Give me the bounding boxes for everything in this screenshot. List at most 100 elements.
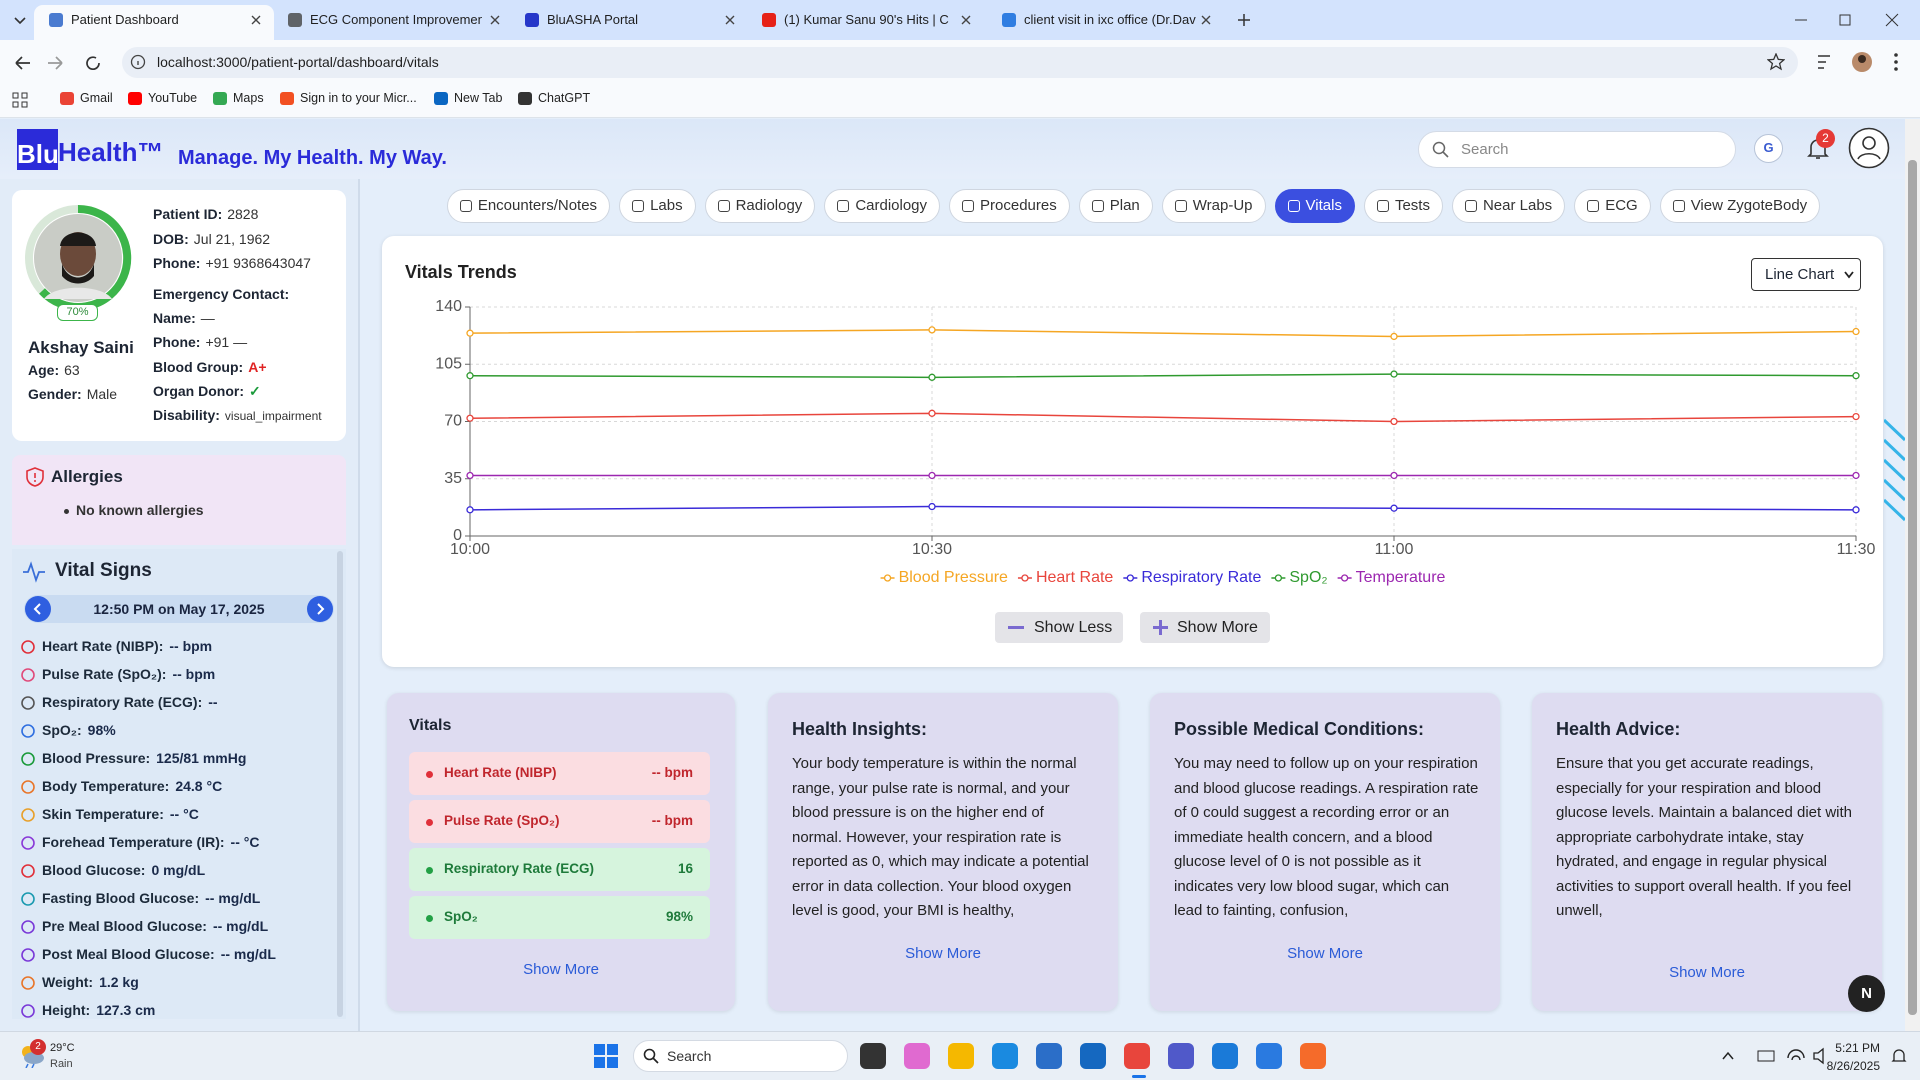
weather-temp: 29°C — [50, 1042, 75, 1054]
field-value: A+ — [248, 359, 266, 375]
taskbar-app[interactable] — [1300, 1043, 1326, 1069]
tab-label: Plan — [1110, 197, 1140, 214]
nav-tab[interactable]: Encounters/Notes — [447, 189, 610, 223]
vital-row: Pulse Rate (SpO₂):-- bpm — [42, 666, 215, 682]
vital-icon — [20, 1003, 36, 1019]
avatar[interactable]: G — [1754, 134, 1783, 163]
legend-marker — [1342, 575, 1348, 581]
insight-show-more[interactable]: Show More — [1532, 964, 1882, 981]
bookmark[interactable]: New Tab — [454, 91, 502, 105]
taskbar-app[interactable] — [948, 1043, 974, 1069]
y-tick-label: 140 — [435, 298, 462, 315]
url[interactable]: localhost:3000/patient-portal/dashboard/… — [157, 54, 439, 70]
taskbar-app[interactable] — [1168, 1043, 1194, 1069]
taskbar-app[interactable] — [1256, 1043, 1282, 1069]
field-value: Male — [87, 386, 117, 402]
vital-value: -- — [208, 694, 217, 710]
user-menu-part — [1850, 129, 1889, 168]
site-info — [130, 54, 146, 70]
nav-tab[interactable]: Labs — [619, 189, 696, 223]
y-tick-label: 105 — [435, 355, 462, 372]
start-button[interactable] — [593, 1043, 619, 1069]
tab-title[interactable]: BluASHA Portal — [547, 12, 719, 27]
legend-marker — [885, 575, 891, 581]
vital-value: -- mg/dL — [213, 918, 268, 934]
chart-type-select[interactable]: Line Chart — [1751, 258, 1861, 291]
tab-title[interactable]: client visit in ixc office (Dr.David — [1024, 12, 1196, 27]
nav-tab[interactable]: Tests — [1364, 189, 1443, 223]
data-point — [929, 410, 935, 416]
vitals-show-more[interactable]: Show More — [387, 961, 735, 978]
vitals-card-item: Heart Rate (NIBP)-- bpm — [409, 752, 710, 795]
insight-title: Health Insights: — [792, 719, 927, 740]
bookmark[interactable]: YouTube — [148, 91, 197, 105]
patient-field: Organ Donor:✓ — [153, 383, 261, 400]
taskbar-app[interactable] — [904, 1043, 930, 1069]
tab-title[interactable]: Patient Dashboard — [71, 12, 243, 27]
vital-row: Heart Rate (NIBP):-- bpm — [42, 638, 212, 654]
tab-title[interactable]: (1) Kumar Sanu 90's Hits | C — [784, 12, 956, 27]
insight-show-more[interactable]: Show More — [768, 945, 1118, 962]
nav-tab[interactable]: Vitals — [1275, 189, 1355, 223]
tab-close — [724, 14, 736, 26]
nav-tab[interactable]: Wrap-Up — [1162, 189, 1266, 223]
nav-tab[interactable]: View ZygoteBody — [1660, 189, 1820, 223]
show-more-button[interactable]: Show More — [1140, 612, 1270, 643]
field-label: Organ Donor: — [153, 383, 244, 399]
vital-label: Weight: — [42, 974, 93, 990]
nav-tab[interactable]: Near Labs — [1452, 189, 1565, 223]
vitals-icon-part — [23, 564, 45, 580]
apps-grid-part — [13, 93, 18, 98]
vital-label: Pre Meal Blood Glucose: — [42, 918, 207, 934]
vital-label: Pulse Rate (SpO₂): — [42, 666, 166, 682]
legend: Blood PressureHeart RateRespiratory Rate… — [881, 569, 1446, 586]
next-date[interactable] — [306, 595, 334, 623]
taskbar-app[interactable] — [1124, 1043, 1150, 1069]
legend-label: Temperature — [1356, 569, 1446, 586]
profile-part — [1818, 56, 1830, 68]
insight-text: Your body temperature is within the norm… — [792, 752, 1098, 924]
nav-buttons — [12, 52, 102, 74]
window-controls-part — [1886, 14, 1898, 26]
bookmark[interactable]: Sign in to your Micr... — [300, 91, 417, 105]
tab-icon — [1002, 13, 1016, 27]
prev-date[interactable] — [24, 595, 52, 623]
nav-tab[interactable]: Procedures — [949, 189, 1070, 223]
series-line — [470, 374, 1856, 377]
nav-tab[interactable]: Radiology — [705, 189, 816, 223]
taskbar-app[interactable] — [1036, 1043, 1062, 1069]
taskbar-app[interactable] — [1080, 1043, 1106, 1069]
tab-label: Labs — [650, 197, 683, 214]
vital-icon — [20, 947, 36, 963]
chart-title: Vitals Trends — [405, 262, 517, 282]
nav-tab[interactable]: Plan — [1079, 189, 1153, 223]
tab-close-part — [491, 16, 499, 24]
vital-row: SpO₂:98% — [42, 722, 116, 738]
tab-title[interactable]: ECG Component Improvements — [310, 12, 482, 27]
taskbar-app[interactable] — [1212, 1043, 1238, 1069]
bookmark[interactable]: ChatGPT — [538, 91, 590, 105]
item-value: 16 — [609, 861, 693, 876]
bookmark[interactable]: Gmail — [80, 91, 113, 105]
vital-icon — [20, 723, 36, 739]
notifications-icon-part — [1893, 1050, 1905, 1061]
vital-value: 125/81 mmHg — [156, 750, 246, 766]
bookmark[interactable]: Maps — [233, 91, 264, 105]
item-value: 98% — [609, 909, 693, 924]
show-less-button[interactable]: Show Less — [995, 612, 1123, 643]
vitals-card-item: Pulse Rate (SpO₂)-- bpm — [409, 800, 710, 843]
vital-icon-part — [22, 641, 34, 653]
taskbar-app[interactable] — [860, 1043, 886, 1069]
vitals-card-title: Vitals — [409, 717, 451, 735]
nav-tab[interactable]: Cardiology — [824, 189, 940, 223]
data-point — [929, 472, 935, 478]
vital-icon-part — [22, 1005, 34, 1017]
nav-tab[interactable]: ECG — [1574, 189, 1651, 223]
vital-row: Post Meal Blood Glucose:-- mg/dL — [42, 946, 276, 962]
profile-part — [1894, 67, 1898, 71]
floating-button[interactable]: N — [1848, 975, 1885, 1012]
insight-show-more[interactable]: Show More — [1150, 945, 1500, 962]
tab-icon — [962, 200, 974, 212]
taskbar-app[interactable] — [992, 1043, 1018, 1069]
taskbar-search[interactable] — [633, 1040, 848, 1072]
